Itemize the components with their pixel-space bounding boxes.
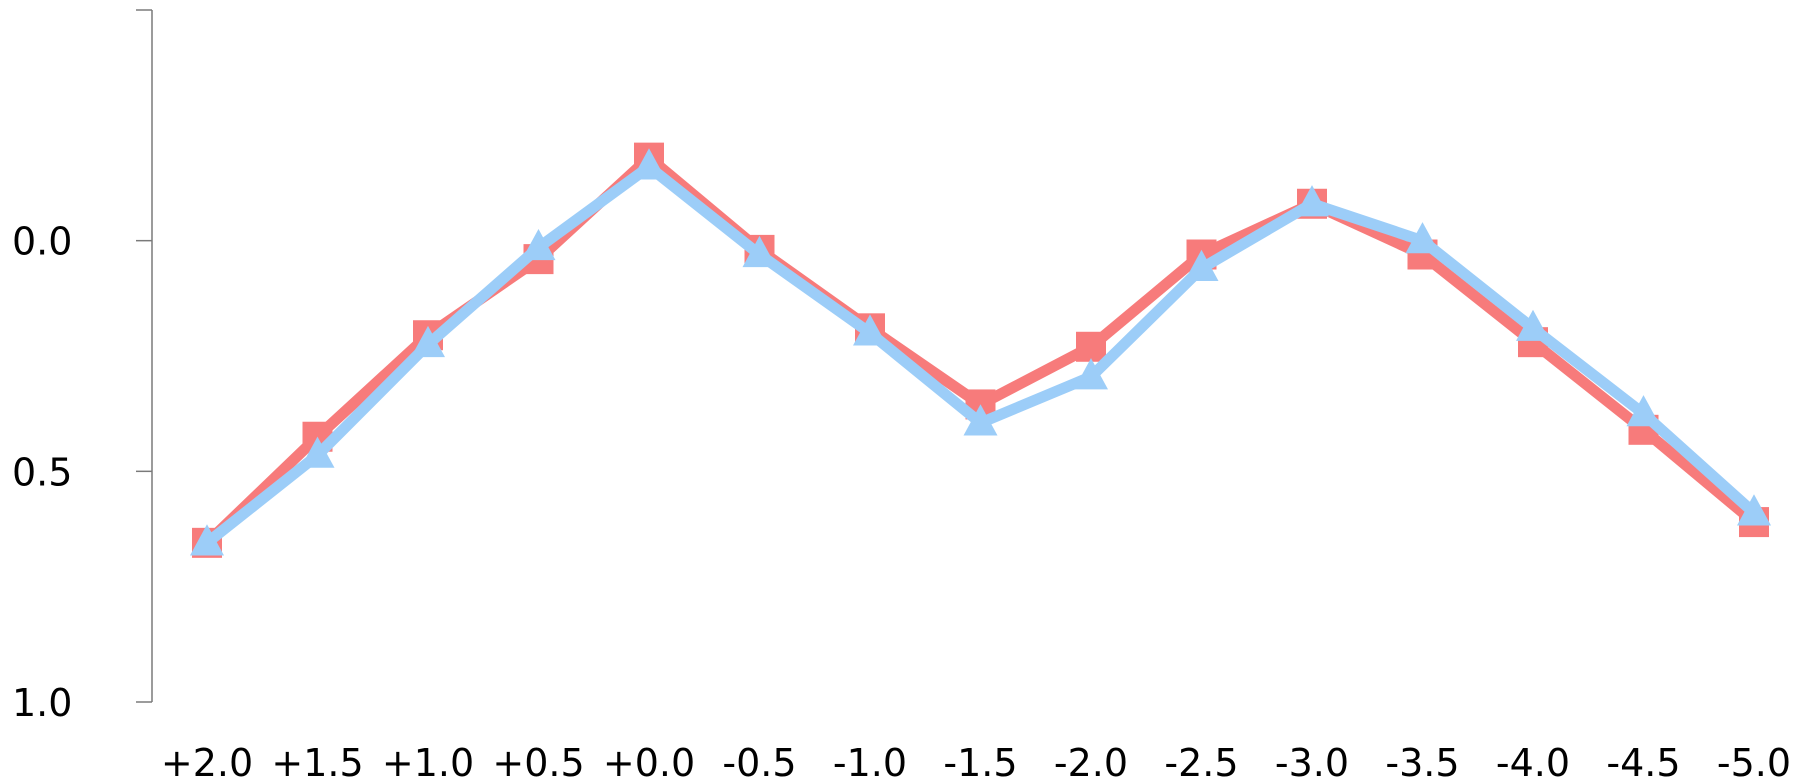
data-point-triangle	[1737, 494, 1771, 526]
data-point-triangle	[963, 404, 998, 436]
x-tick-label: -1.0	[833, 741, 907, 782]
axes	[136, 9, 153, 702]
x-tick-label: -4.5	[1606, 741, 1680, 782]
x-tick-label: +0.5	[492, 741, 584, 782]
y-axis-ticks: 0.0 0.5 1.0	[12, 220, 152, 725]
x-tick-label: +0.0	[603, 741, 695, 782]
data-point-triangle	[411, 325, 445, 358]
x-tick-label: -5.0	[1717, 741, 1791, 782]
data-point-triangle	[1405, 222, 1440, 254]
data-point-triangle	[1626, 395, 1661, 427]
x-tick-label: +1.5	[271, 741, 363, 782]
x-tick-label: +1.0	[382, 741, 474, 782]
x-tick-label: -4.0	[1496, 741, 1570, 782]
x-axis-ticks: +2.0 +1.5 +1.0 +0.5 +0.0 -0.5 -1.0 -1.5 -2.0 -2.5…	[161, 741, 1791, 782]
series-2	[190, 148, 1771, 556]
x-tick-label: -2.5	[1164, 741, 1238, 782]
data-point-triangle	[632, 148, 666, 180]
data-point-triangle	[1184, 249, 1219, 281]
x-tick-label: -3.5	[1385, 741, 1459, 782]
x-tick-label: +2.0	[161, 741, 253, 782]
y-tick-label: 0.0	[12, 220, 72, 264]
data-point-triangle	[521, 228, 556, 261]
x-tick-label: -1.5	[943, 741, 1017, 782]
data-point-triangle	[190, 524, 224, 556]
data-point-triangle	[742, 235, 777, 268]
x-tick-label: -3.0	[1275, 741, 1349, 782]
data-point-triangle	[1074, 358, 1108, 390]
y-tick-label: 0.5	[12, 450, 72, 494]
data-point-triangle	[853, 314, 887, 346]
x-tick-label: -0.5	[722, 741, 796, 782]
data-point-triangle	[1516, 309, 1550, 341]
series-layer	[190, 142, 1771, 558]
x-tick-label: -2.0	[1054, 741, 1128, 782]
data-point-triangle	[1295, 185, 1329, 217]
data-point-triangle	[300, 436, 335, 468]
y-tick-label: 1.0	[12, 681, 72, 725]
data-point-square	[1076, 331, 1106, 362]
